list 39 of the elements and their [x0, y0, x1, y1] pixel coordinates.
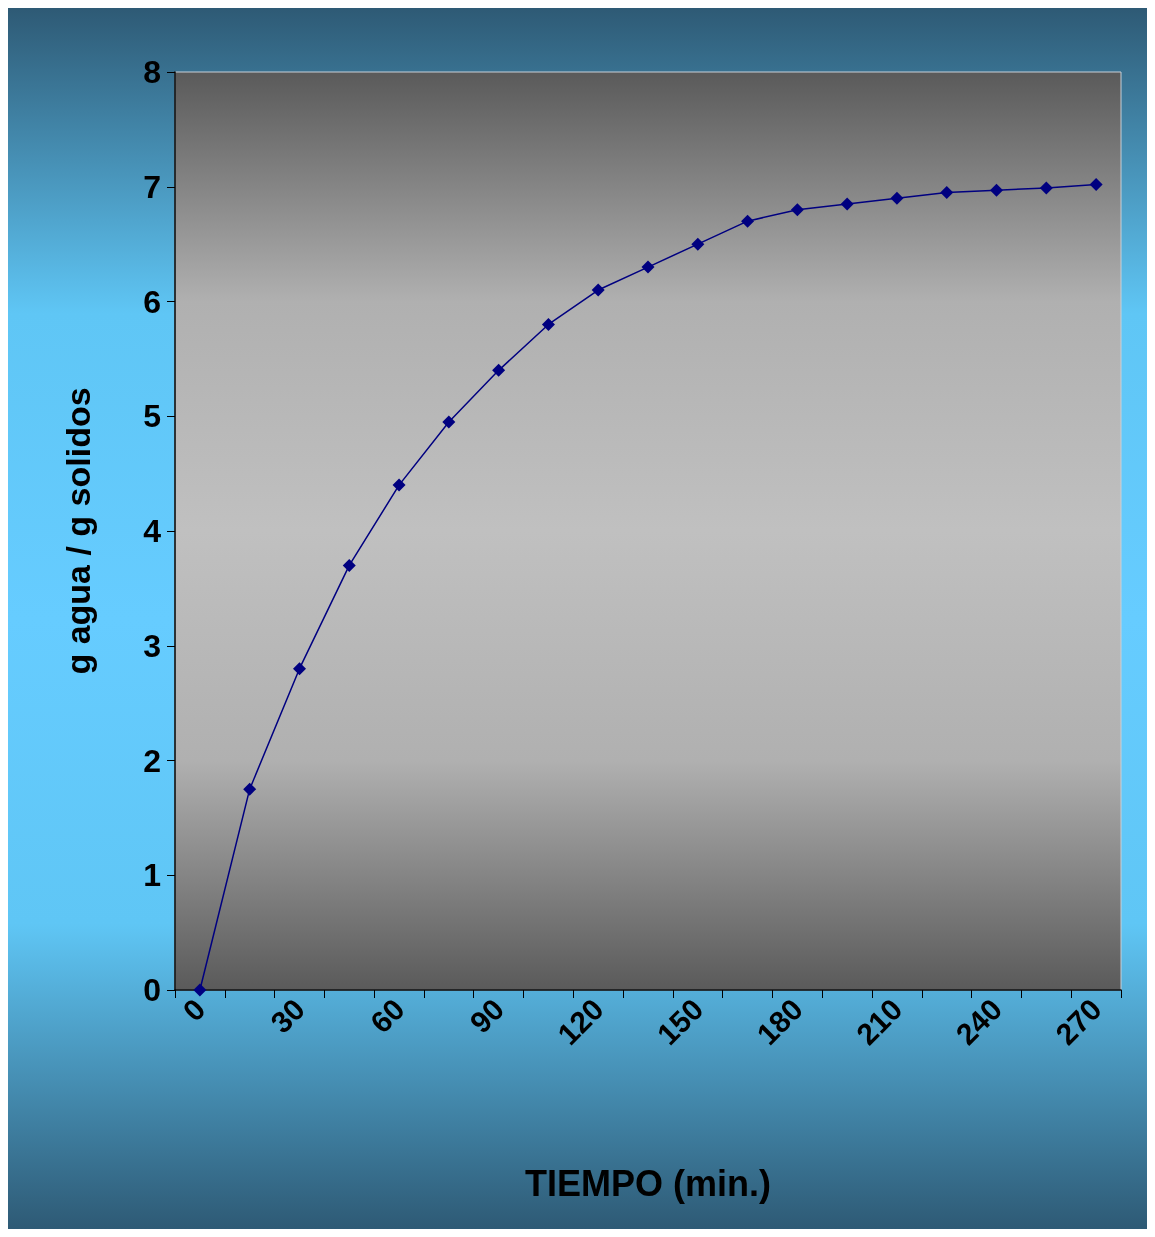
y-tick-label: 7 — [143, 168, 161, 205]
point — [790, 203, 804, 217]
y-tick-label: 3 — [143, 627, 161, 664]
point — [292, 662, 306, 676]
x-tick-label: 90 — [463, 992, 511, 1040]
point — [890, 191, 904, 205]
x-tick-label: 210 — [849, 992, 909, 1052]
x-tick-label: 240 — [949, 992, 1009, 1052]
x-tick-label: 120 — [551, 992, 610, 1052]
x-tick-label: 60 — [363, 992, 411, 1040]
y-tick-label: 8 — [143, 54, 161, 90]
point — [1089, 177, 1103, 191]
point — [1039, 181, 1053, 195]
x-tick-label: 150 — [650, 992, 710, 1052]
y-tick-label: 4 — [143, 513, 162, 549]
x-tick-label: 30 — [264, 992, 312, 1040]
point — [691, 237, 705, 251]
point — [591, 283, 605, 297]
point — [940, 185, 954, 199]
x-tick-label: 270 — [1049, 992, 1108, 1052]
point — [492, 363, 506, 377]
point — [442, 415, 456, 429]
point — [741, 214, 755, 228]
x-tick-label: 180 — [750, 992, 810, 1052]
point — [541, 317, 555, 331]
point — [243, 782, 257, 796]
point — [641, 260, 655, 274]
point — [342, 558, 356, 572]
y-tick-label: 1 — [143, 857, 161, 894]
y-tick-label: 5 — [143, 398, 161, 435]
y-tick-label: 2 — [143, 742, 161, 779]
point — [840, 197, 854, 211]
y-axis-title: g agua / g solidos — [59, 387, 97, 675]
x-axis-title: TIEMPO (min.) — [525, 1162, 771, 1204]
y-tick-label: 6 — [143, 283, 161, 320]
point — [990, 183, 1004, 197]
x-tick-label: 0 — [176, 992, 212, 1028]
point — [193, 983, 207, 997]
point — [392, 478, 406, 492]
